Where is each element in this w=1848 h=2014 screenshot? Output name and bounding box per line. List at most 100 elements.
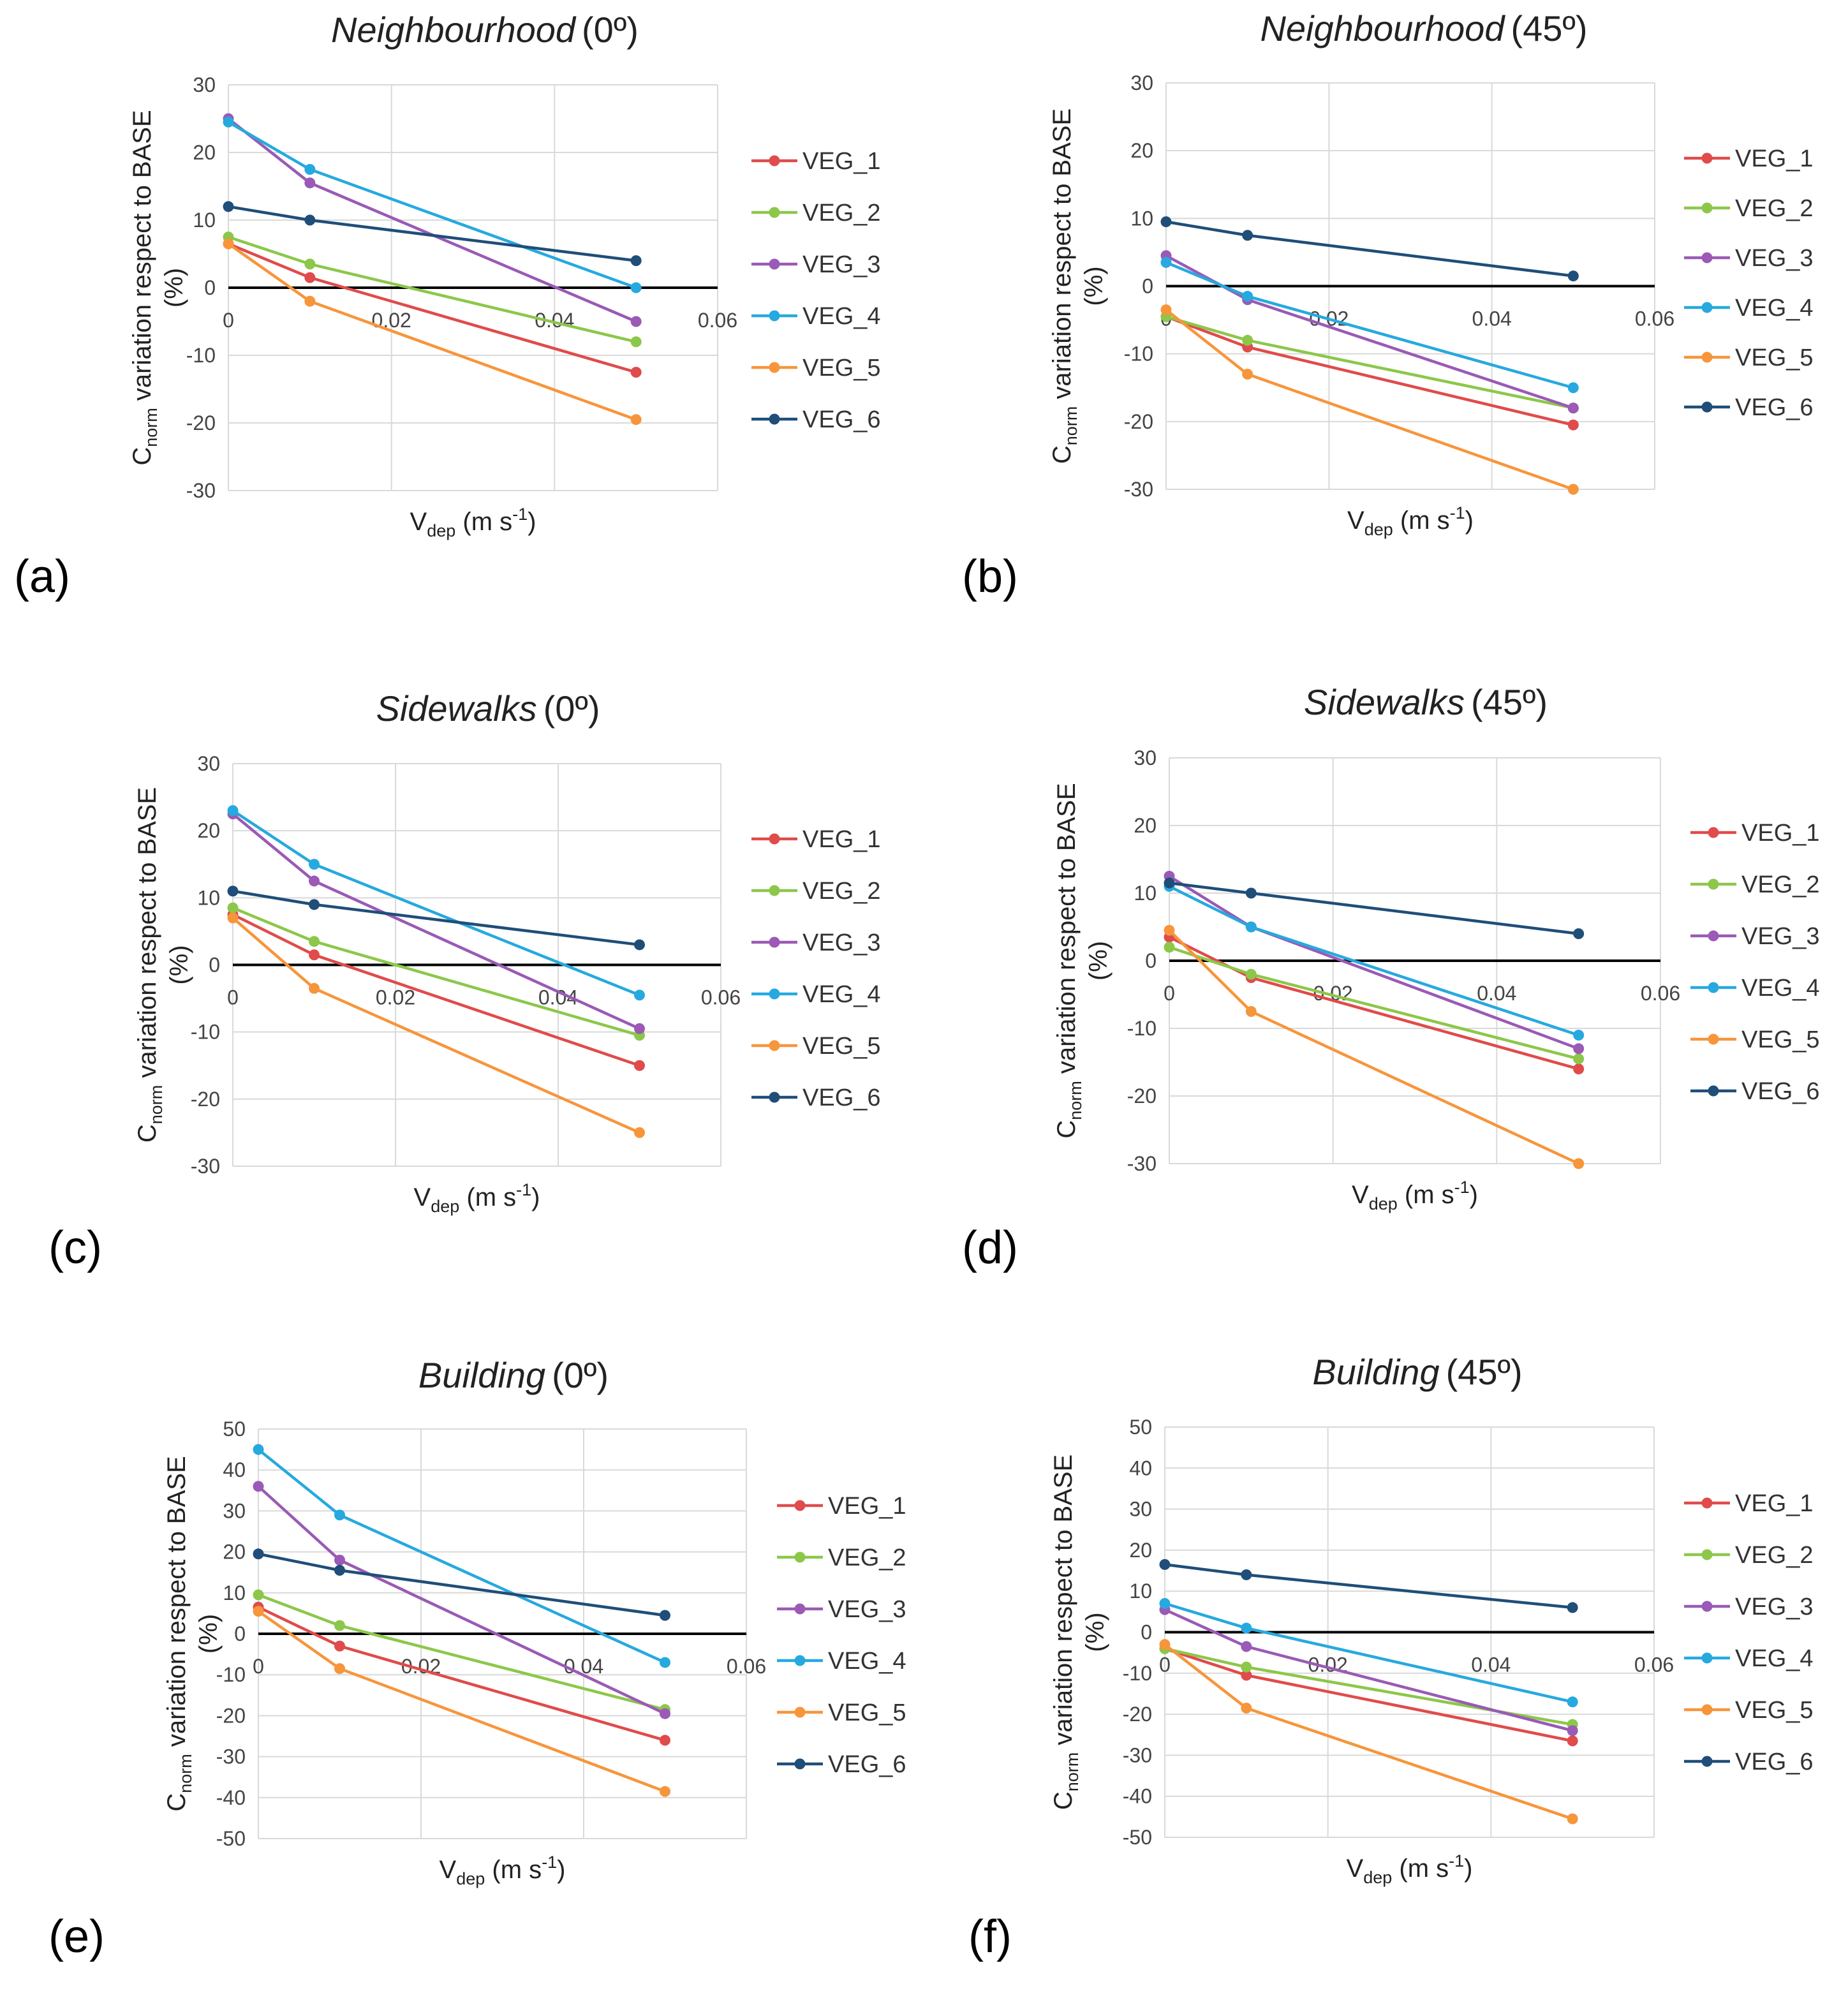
- x-axis-label-v: V: [1347, 507, 1364, 535]
- data-point-veg_2: [630, 336, 642, 348]
- legend-label: VEG_5: [802, 1033, 881, 1060]
- data-point-veg_4: [227, 805, 239, 817]
- data-point-veg_6: [1241, 1569, 1252, 1580]
- x-tick-label: 0.06: [1634, 1654, 1674, 1677]
- legend-swatch-marker: [1708, 878, 1719, 890]
- y-tick-label: 30: [1130, 71, 1153, 94]
- panel-label: (c): [48, 1222, 102, 1273]
- y-axis-label-rest: variation respect to BASE: [1053, 783, 1081, 1081]
- x-tick-label: 0: [223, 309, 234, 332]
- x-axis-label-sup: -1: [512, 505, 528, 524]
- x-tick-label: 0.04: [1471, 1654, 1511, 1677]
- data-point-veg_5: [334, 1663, 345, 1675]
- y-axis-label-c: C: [163, 1793, 191, 1812]
- x-axis-label-sup: -1: [516, 1180, 531, 1199]
- chart-title-angle: (0º): [582, 10, 639, 50]
- y-axis-label-sub: norm: [176, 1754, 195, 1793]
- y-tick-label: 50: [223, 1418, 246, 1440]
- data-point-veg_4: [630, 282, 642, 293]
- x-axis-label-sub: dep: [1369, 1194, 1398, 1213]
- legend-swatch-marker: [1701, 1497, 1713, 1509]
- x-axis-label-close: ): [1465, 507, 1474, 535]
- x-axis-label-units: (m s: [455, 508, 512, 536]
- series-line-veg_1: [1169, 935, 1579, 1070]
- y-tick-label: 20: [1129, 1539, 1152, 1562]
- series-line-veg_5: [1164, 1643, 1573, 1821]
- series-line-veg_5: [1168, 929, 1579, 1166]
- y-tick-label: -30: [186, 479, 216, 502]
- data-point-veg_6: [309, 899, 320, 910]
- data-point-veg_1: [1567, 419, 1579, 431]
- data-point-veg_3: [304, 177, 316, 189]
- legend-swatch-marker: [794, 1655, 806, 1666]
- data-point-veg_5: [1159, 1639, 1171, 1650]
- y-tick-label: 10: [1129, 1580, 1152, 1603]
- y-tick-label: 30: [197, 752, 220, 775]
- chart-panel-1: Neighbourhood (0º) 30 20 10 0 -10 -20 -30 0 0.02 0.…: [128, 10, 881, 540]
- legend-swatch-marker: [769, 833, 780, 845]
- legend-swatch-marker: [1708, 1033, 1719, 1045]
- legend-label: VEG_5: [1741, 1026, 1820, 1053]
- y-tick-label: 30: [223, 1499, 246, 1522]
- legend-swatch-marker: [1701, 1704, 1713, 1715]
- chart-title-angle: (45º): [1446, 1352, 1523, 1392]
- data-point-veg_5: [304, 295, 316, 307]
- series-line-veg_1: [228, 242, 637, 374]
- legend-label: VEG_5: [1735, 1697, 1814, 1724]
- y-tick-label: -30: [216, 1745, 246, 1768]
- x-axis-label-sub: dep: [456, 1869, 485, 1888]
- series-line-veg_3: [257, 1485, 666, 1715]
- data-point-veg_4: [1159, 1597, 1171, 1609]
- x-axis-label: Vdep (m s-1): [1347, 503, 1474, 539]
- series-line-veg_6: [1165, 220, 1574, 278]
- data-point-veg_1: [660, 1735, 670, 1746]
- data-point-veg_6: [227, 885, 239, 897]
- y-tick-label: -40: [1123, 1785, 1152, 1808]
- data-point-veg_6: [304, 214, 316, 226]
- data-point-veg_3: [253, 1481, 264, 1492]
- y-tick-label: 30: [193, 73, 216, 96]
- y-tick-label: -10: [216, 1663, 246, 1686]
- data-point-veg_5: [1164, 924, 1175, 936]
- legend-label: VEG_2: [802, 200, 881, 226]
- legend-swatch-marker: [1708, 930, 1719, 942]
- legend-swatch-marker: [769, 362, 780, 373]
- panel-label: (a): [14, 551, 70, 602]
- y-tick-label: 10: [193, 209, 216, 232]
- data-point-veg_6: [1567, 270, 1579, 282]
- legend-label: VEG_3: [1735, 1594, 1814, 1620]
- data-point-veg_5: [1242, 369, 1253, 380]
- x-tick-label: 0.06: [1635, 307, 1674, 330]
- data-point-veg_1: [1241, 1670, 1252, 1681]
- data-point-veg_6: [1245, 887, 1257, 899]
- data-point-veg_2: [1242, 334, 1253, 346]
- legend-swatch-marker: [794, 1758, 806, 1770]
- x-axis-label-units: (m s: [485, 1856, 542, 1884]
- legend-label: VEG_5: [802, 355, 881, 381]
- legend-label: VEG_1: [828, 1493, 906, 1520]
- y-tick-label: -10: [191, 1021, 220, 1044]
- x-axis-label-units: (m s: [1398, 1181, 1454, 1209]
- y-tick-label: 0: [204, 276, 216, 299]
- y-axis-label-rest: variation respect to BASE: [163, 1456, 191, 1754]
- x-axis-label-sup: -1: [542, 1853, 557, 1872]
- x-tick-label: 0.06: [1641, 982, 1680, 1005]
- chart-title-main: Sidewalks: [376, 688, 536, 729]
- legend-swatch-marker: [1701, 1549, 1713, 1560]
- legend-swatch-marker: [769, 885, 780, 896]
- legend-swatch-marker: [1701, 152, 1713, 164]
- x-axis-label-sub: dep: [1363, 1868, 1392, 1887]
- y-tick-label: -10: [186, 344, 216, 367]
- x-axis-label-units: (m s: [1392, 1855, 1449, 1883]
- data-point-veg_1: [309, 949, 320, 961]
- y-tick-label: 10: [1130, 207, 1153, 230]
- y-tick-label: -30: [1127, 1152, 1157, 1175]
- data-point-veg_6: [1242, 230, 1253, 241]
- y-tick-label: 50: [1129, 1416, 1152, 1439]
- series-line-veg_1: [258, 1606, 666, 1742]
- x-tick-label: 0.04: [1472, 307, 1512, 330]
- y-tick-label: 40: [223, 1458, 246, 1481]
- x-axis-label-v: V: [414, 1183, 431, 1211]
- legend-label: VEG_4: [1735, 295, 1814, 322]
- data-point-veg_2: [1241, 1661, 1252, 1673]
